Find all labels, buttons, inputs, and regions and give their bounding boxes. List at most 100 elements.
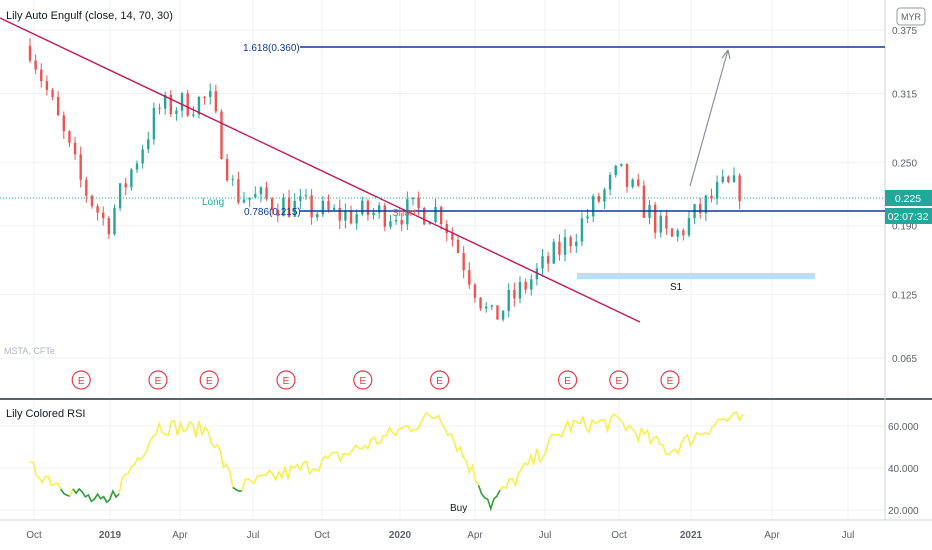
indicator-label[interactable]: Lily Auto Engulf (close, 14, 70, 30)	[6, 10, 173, 22]
candle-body[interactable]	[68, 131, 71, 143]
earnings-icon[interactable]	[353, 370, 373, 390]
candle-body[interactable]	[642, 185, 646, 218]
candle-body[interactable]	[710, 195, 713, 199]
currency-button[interactable]	[896, 7, 926, 26]
earnings-marker[interactable]: E	[430, 370, 450, 390]
candle-body[interactable]	[40, 69, 43, 82]
candle-body[interactable]	[344, 210, 347, 221]
candle-body[interactable]	[102, 212, 105, 219]
candle-body[interactable]	[417, 197, 420, 208]
candle-body[interactable]	[682, 230, 685, 236]
earnings-marker[interactable]: E	[557, 370, 578, 390]
candle-body[interactable]	[501, 310, 505, 320]
candle-body[interactable]	[738, 175, 741, 202]
candle-body[interactable]	[558, 241, 561, 255]
candle-body[interactable]	[141, 149, 144, 164]
earnings-marker[interactable]: E	[199, 370, 219, 390]
candle-body[interactable]	[338, 207, 341, 221]
earnings-marker[interactable]: E	[71, 370, 91, 390]
candle-body[interactable]	[152, 107, 156, 140]
candle-body[interactable]	[394, 219, 398, 222]
candle-body[interactable]	[304, 195, 308, 197]
candle-body[interactable]	[113, 208, 116, 235]
candle-body[interactable]	[96, 206, 99, 213]
candle-body[interactable]	[169, 94, 172, 115]
candle-body[interactable]	[90, 195, 94, 207]
candle-body[interactable]	[530, 279, 533, 290]
candle-body[interactable]	[56, 97, 60, 116]
earnings-marker[interactable]: E	[609, 370, 629, 390]
candle-body[interactable]	[653, 204, 657, 233]
candle-body[interactable]	[670, 228, 674, 237]
candle-body[interactable]	[107, 218, 111, 235]
candle-body[interactable]	[355, 214, 358, 224]
candle-body[interactable]	[518, 281, 522, 299]
candle-body[interactable]	[135, 163, 139, 170]
candle-body[interactable]	[276, 209, 280, 217]
candle-body[interactable]	[546, 256, 550, 264]
candle-body[interactable]	[456, 239, 460, 253]
candle-body[interactable]	[586, 216, 589, 219]
candle-body[interactable]	[687, 218, 691, 236]
candle-body[interactable]	[541, 256, 544, 269]
candle-body[interactable]	[124, 183, 127, 188]
candle-body[interactable]	[479, 297, 482, 309]
candle-body[interactable]	[265, 187, 268, 199]
candle-body[interactable]	[569, 237, 572, 247]
candle-body[interactable]	[163, 94, 167, 109]
candle-body[interactable]	[361, 200, 364, 215]
candle-body[interactable]	[62, 115, 65, 132]
candle-body[interactable]	[552, 241, 555, 264]
candle-body[interactable]	[366, 200, 370, 216]
candle-body[interactable]	[34, 60, 37, 70]
candle-body[interactable]	[721, 176, 724, 183]
candle-body[interactable]	[535, 268, 539, 280]
candle-body[interactable]	[400, 219, 403, 225]
candle-body[interactable]	[372, 212, 375, 216]
candle-body[interactable]	[73, 142, 77, 155]
candle-body[interactable]	[327, 200, 330, 210]
candle-body[interactable]	[715, 182, 719, 199]
support-zone-s1[interactable]	[577, 273, 815, 279]
candle-body[interactable]	[620, 163, 623, 166]
candle-body[interactable]	[51, 89, 54, 98]
candle-body[interactable]	[608, 174, 612, 190]
candle-body[interactable]	[231, 179, 234, 181]
candle-body[interactable]	[462, 252, 465, 271]
candle-body[interactable]	[484, 306, 488, 309]
candle-body[interactable]	[434, 206, 437, 222]
candle-body[interactable]	[727, 176, 730, 183]
candle-body[interactable]	[423, 207, 426, 225]
candle-body[interactable]	[580, 218, 584, 242]
earnings-icon[interactable]	[276, 370, 296, 390]
candle-body[interactable]	[732, 175, 736, 183]
candle-body[interactable]	[490, 305, 494, 307]
candle-body[interactable]	[310, 195, 313, 218]
earnings-icon[interactable]	[609, 370, 629, 390]
candle-body[interactable]	[592, 196, 595, 217]
candle-body[interactable]	[332, 207, 336, 210]
candle-body[interactable]	[203, 96, 206, 98]
candle-body[interactable]	[507, 289, 510, 311]
candle-body[interactable]	[237, 179, 240, 203]
earnings-icon[interactable]	[199, 370, 219, 390]
candle-body[interactable]	[147, 139, 150, 150]
candle-body[interactable]	[242, 199, 246, 203]
candle-body[interactable]	[676, 230, 679, 237]
candle-body[interactable]	[428, 221, 432, 225]
candle-body[interactable]	[524, 281, 527, 290]
candle-body[interactable]	[287, 197, 291, 217]
earnings-marker[interactable]: E	[353, 370, 373, 390]
candle-body[interactable]	[411, 197, 415, 200]
candle-body[interactable]	[321, 200, 325, 215]
rsi-title[interactable]: Lily Colored RSI	[6, 408, 85, 420]
candle-body[interactable]	[130, 169, 133, 188]
trendline[interactable]	[0, 17, 641, 323]
candle-body[interactable]	[118, 183, 122, 209]
earnings-icon[interactable]	[71, 370, 91, 390]
candle-body[interactable]	[704, 195, 708, 214]
projection-arrow[interactable]	[689, 49, 729, 187]
candle-body[interactable]	[496, 305, 499, 320]
candle-body[interactable]	[180, 93, 184, 111]
earnings-marker[interactable]: E	[148, 370, 168, 390]
